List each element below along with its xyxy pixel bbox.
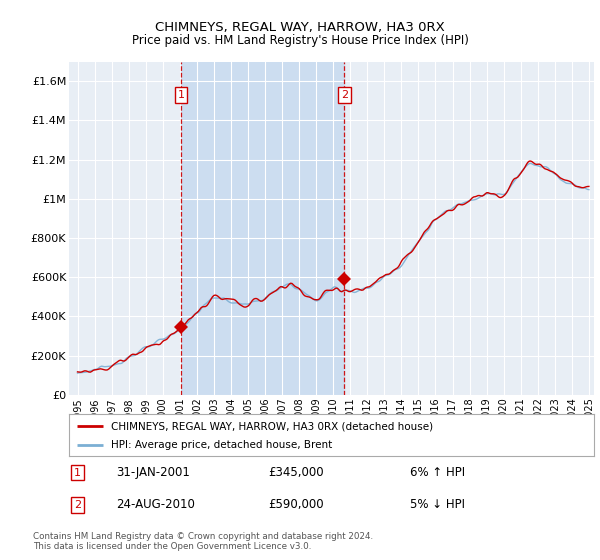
Text: CHIMNEYS, REGAL WAY, HARROW, HA3 0RX (detached house): CHIMNEYS, REGAL WAY, HARROW, HA3 0RX (de…	[111, 421, 433, 431]
Text: Contains HM Land Registry data © Crown copyright and database right 2024.
This d: Contains HM Land Registry data © Crown c…	[33, 532, 373, 552]
Text: £590,000: £590,000	[269, 498, 324, 511]
Text: 24-AUG-2010: 24-AUG-2010	[116, 498, 195, 511]
Text: CHIMNEYS, REGAL WAY, HARROW, HA3 0RX: CHIMNEYS, REGAL WAY, HARROW, HA3 0RX	[155, 21, 445, 34]
Text: 5% ↓ HPI: 5% ↓ HPI	[410, 498, 465, 511]
Text: 2: 2	[74, 500, 82, 510]
Text: £345,000: £345,000	[269, 466, 324, 479]
Bar	[181, 62, 344, 395]
Text: 31-JAN-2001: 31-JAN-2001	[116, 466, 190, 479]
Text: 1: 1	[74, 468, 81, 478]
Text: 1: 1	[178, 90, 185, 100]
Text: 6% ↑ HPI: 6% ↑ HPI	[410, 466, 466, 479]
Text: HPI: Average price, detached house, Brent: HPI: Average price, detached house, Bren…	[111, 440, 332, 450]
Text: Price paid vs. HM Land Registry's House Price Index (HPI): Price paid vs. HM Land Registry's House …	[131, 34, 469, 46]
Text: 2: 2	[341, 90, 348, 100]
